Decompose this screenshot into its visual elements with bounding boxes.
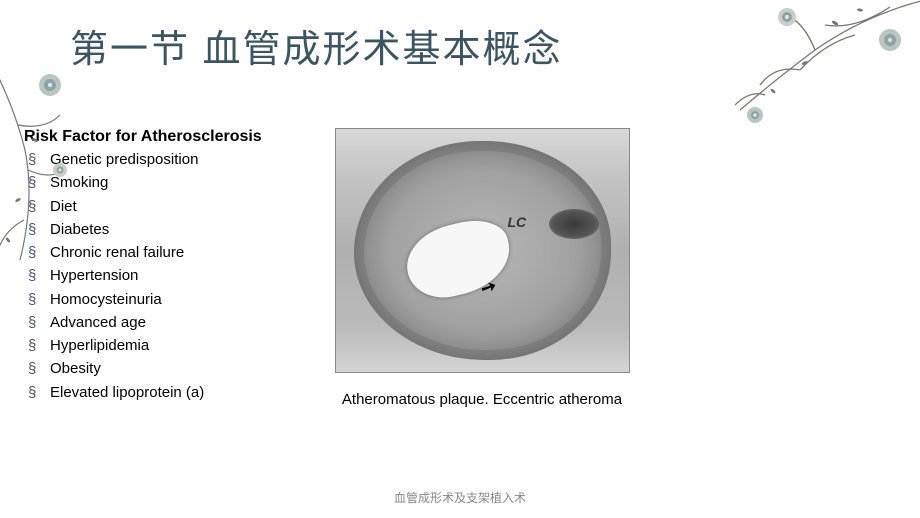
risk-item-text: Smoking	[50, 171, 108, 194]
risk-item-text: Genetic predisposition	[50, 148, 198, 171]
risk-factor-column: Risk Factor for Atherosclerosis §Genetic…	[22, 128, 317, 408]
content-area: Risk Factor for Atherosclerosis §Genetic…	[0, 128, 920, 408]
bullet-glyph: §	[22, 264, 50, 287]
bullet-glyph: §	[22, 171, 50, 194]
risk-item: §Obesity	[22, 357, 317, 380]
risk-item-text: Hypertension	[50, 264, 138, 287]
bullet-glyph: §	[22, 381, 50, 404]
risk-item: §Homocysteinuria	[22, 288, 317, 311]
risk-item: §Diabetes	[22, 218, 317, 241]
risk-item: §Hypertension	[22, 264, 317, 287]
risk-list: §Genetic predisposition§Smoking§ Diet§Di…	[22, 148, 317, 404]
risk-item: § Diet	[22, 195, 317, 218]
risk-item: §Genetic predisposition	[22, 148, 317, 171]
risk-item-text: Hyperlipidemia	[50, 334, 149, 357]
bullet-glyph: §	[22, 334, 50, 357]
risk-item: §Chronic renal failure	[22, 241, 317, 264]
risk-item-text: Diet	[50, 195, 77, 218]
slide-title: 第一节 血管成形术基本概念	[70, 18, 920, 73]
bullet-glyph: §	[22, 218, 50, 241]
risk-item-text: Elevated lipoprotein (a)	[50, 381, 204, 404]
figure-column: LC ➚ Atheromatous plaque. Eccentric athe…	[317, 128, 647, 408]
risk-heading: Risk Factor for Atherosclerosis	[24, 128, 317, 146]
bullet-glyph: §	[22, 241, 50, 264]
risk-item-text: Homocysteinuria	[50, 288, 162, 311]
risk-item: §Advanced age	[22, 311, 317, 334]
risk-item-text: Diabetes	[50, 218, 109, 241]
slide-footer: 血管成形术及支架植入术	[0, 489, 920, 506]
figure-caption: Atheromatous plaque. Eccentric atheroma	[342, 391, 622, 408]
plaque-dark-region	[549, 209, 599, 239]
histology-image: LC ➚	[335, 128, 630, 373]
risk-item-text: Advanced age	[50, 311, 146, 334]
risk-item-text: Chronic renal failure	[50, 241, 184, 264]
bullet-glyph: §	[22, 311, 50, 334]
bullet-glyph: §	[22, 195, 50, 218]
lc-label: LC	[508, 214, 527, 230]
risk-item-text: Obesity	[50, 357, 101, 380]
bullet-glyph: §	[22, 357, 50, 380]
slide: 第一节 血管成形术基本概念 Risk Factor for Atheroscle…	[0, 0, 920, 518]
bullet-glyph: §	[22, 288, 50, 311]
risk-item: §Elevated lipoprotein (a)	[22, 381, 317, 404]
risk-item: §Smoking	[22, 171, 317, 194]
risk-item: §Hyperlipidemia	[22, 334, 317, 357]
bullet-glyph: §	[22, 148, 50, 171]
